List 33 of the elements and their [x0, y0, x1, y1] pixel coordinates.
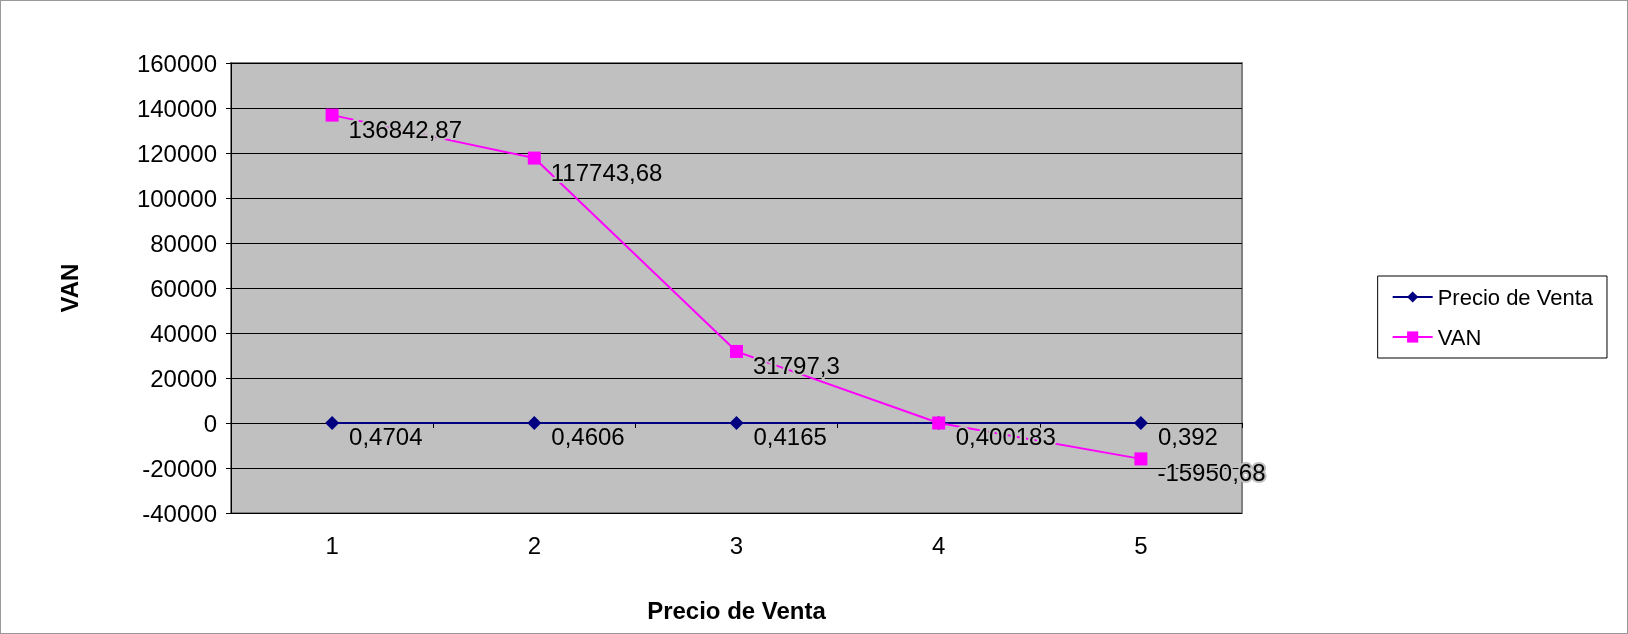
y-axis-title: VAN: [55, 263, 83, 313]
point: [325, 416, 340, 430]
point: [730, 344, 743, 358]
y-tick-label: 40000: [150, 319, 217, 347]
y-tick-label: 0: [203, 409, 217, 437]
y-tick-label: 100000: [136, 184, 217, 212]
y-tick-label: 140000: [136, 94, 217, 122]
data-label: 0,4606: [551, 423, 625, 451]
data-label: 0,392: [1157, 423, 1218, 451]
legend-label: VAN: [1437, 324, 1482, 350]
x-tick-label: 2: [527, 531, 541, 559]
x-tick-label: 3: [729, 531, 744, 559]
x-tick-label: 1: [325, 531, 339, 559]
point: [1134, 452, 1148, 466]
legend-label: Precio de Venta: [1437, 284, 1594, 310]
y-tick-label: 60000: [150, 274, 217, 302]
y-tick-label: -40000: [142, 499, 217, 527]
y-tick-label: 120000: [136, 139, 217, 167]
data-label: 0,4165: [753, 423, 827, 451]
data-label: 0,4704: [349, 423, 423, 451]
x-tick-label: 4: [932, 531, 946, 559]
point: [325, 108, 339, 122]
y-tick-label: 160000: [136, 49, 217, 77]
point: [1133, 416, 1148, 430]
y-tick-label: 20000: [150, 364, 217, 392]
point: [729, 416, 744, 430]
y-tick-label: 80000: [150, 229, 217, 257]
x-axis-title: Precio de Venta: [647, 596, 827, 624]
x-tick-label: 5: [1134, 531, 1148, 559]
y-tick-label: -20000: [142, 454, 217, 482]
point: [527, 151, 541, 165]
data-label: 117743,68: [550, 158, 663, 186]
point: [527, 416, 542, 430]
